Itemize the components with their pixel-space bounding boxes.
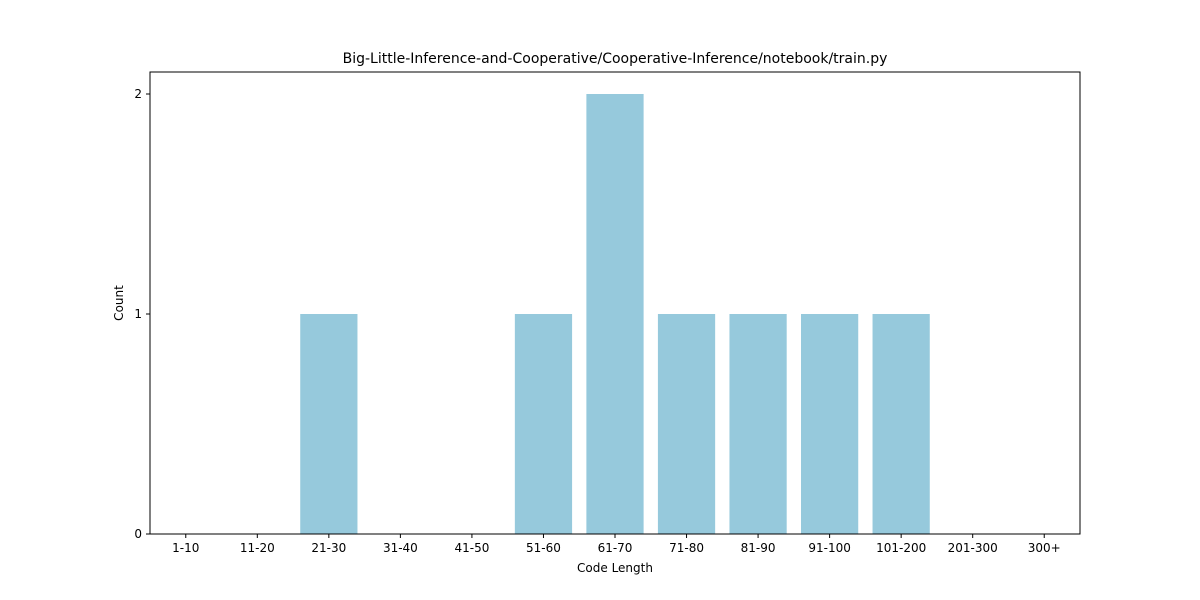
bar-101-200 <box>872 314 930 534</box>
chart-title: Big-Little-Inference-and-Cooperative/Coo… <box>343 51 888 67</box>
bar-91-100 <box>801 314 859 534</box>
x-tick-label: 51-60 <box>526 541 561 555</box>
x-tick-label: 101-200 <box>876 541 926 555</box>
x-axis: 1-10 11-20 21-30 31-40 41-50 51-60 61-70 71-80 8… <box>172 534 1061 555</box>
x-tick-label: 71-80 <box>669 541 704 555</box>
x-tick-label: 201-300 <box>948 541 998 555</box>
bar-51-60 <box>514 314 573 534</box>
x-axis-label: Code Length <box>577 561 653 575</box>
x-tick-label: 1-10 <box>172 541 199 555</box>
x-tick-label: 91-100 <box>808 541 851 555</box>
x-tick-label: 31-40 <box>383 541 418 555</box>
bar-81-90 <box>729 314 787 534</box>
x-tick-label: 61-70 <box>598 541 633 555</box>
x-tick-label: 300+ <box>1028 541 1061 555</box>
y-axis-label: Count <box>112 285 126 321</box>
x-tick-label: 21-30 <box>311 541 346 555</box>
y-tick-label: 2 <box>134 87 142 101</box>
bar-21-30 <box>300 314 358 534</box>
x-tick-label: 41-50 <box>454 541 489 555</box>
x-tick-label: 11-20 <box>240 541 275 555</box>
y-tick-label: 1 <box>134 307 142 321</box>
y-tick-label: 0 <box>134 527 142 541</box>
bars-layer <box>300 94 930 534</box>
x-tick-label: 81-90 <box>741 541 776 555</box>
y-axis: 0 1 2 <box>134 87 150 541</box>
bar-71-80 <box>657 314 716 534</box>
bar-61-70 <box>586 94 644 534</box>
